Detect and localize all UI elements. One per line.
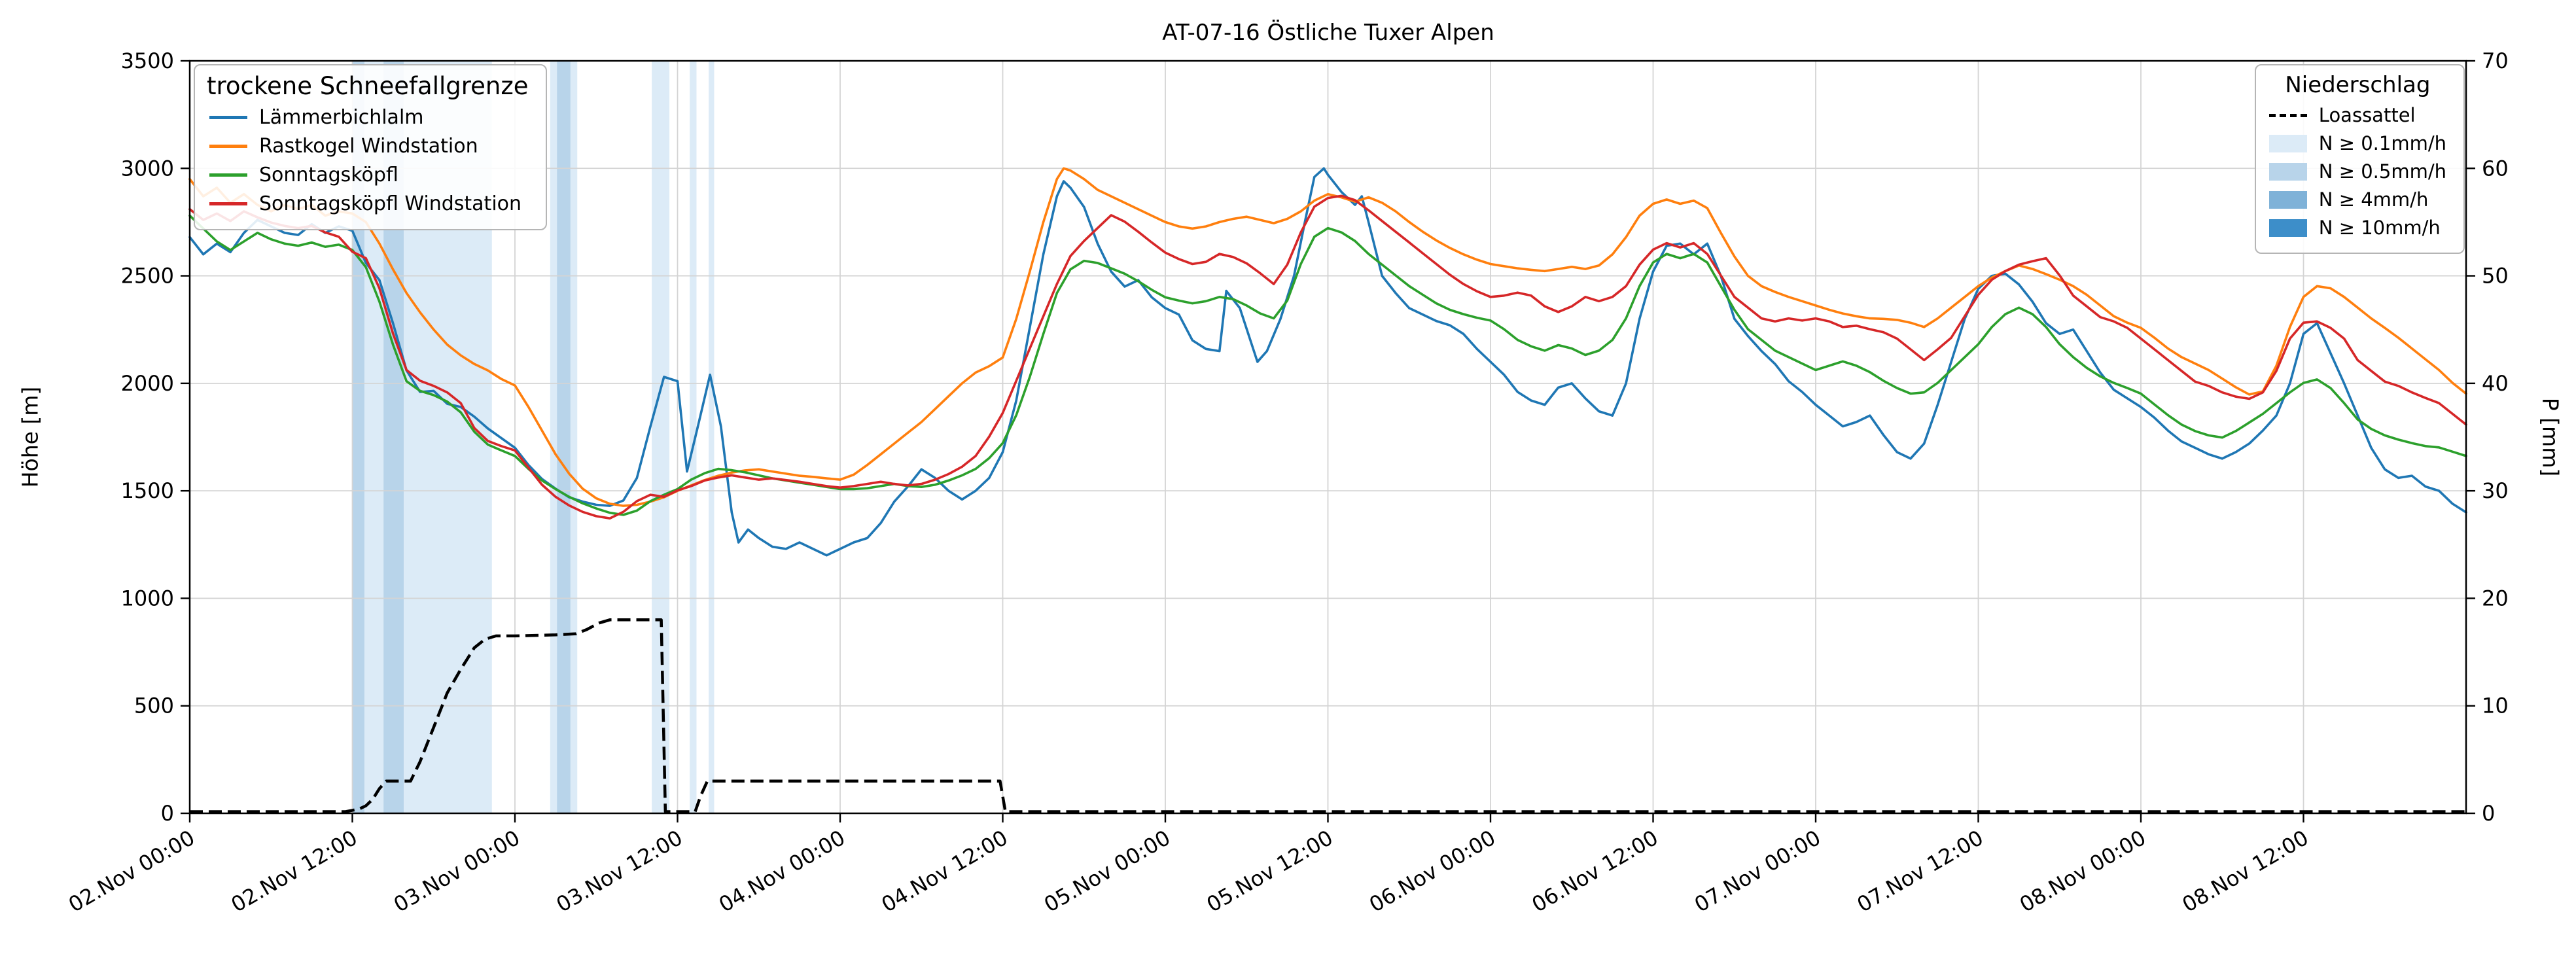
- precip-legend-entry: Loassattel: [2268, 104, 2446, 126]
- x-tick-label: 06.Nov 12:00: [1528, 825, 1663, 917]
- x-tick-label: 07.Nov 12:00: [1853, 825, 1988, 917]
- line-swatch: [209, 116, 247, 119]
- precip-legend-entry: N ≥ 10mm/h: [2268, 217, 2446, 239]
- precip-band: [690, 61, 697, 813]
- precip-band: [570, 61, 578, 813]
- snowline-legend-entry: Sonntagsköpfl: [209, 164, 526, 186]
- y-right-tick-label: 40: [2482, 371, 2509, 396]
- y-right-tick-label: 60: [2482, 156, 2509, 181]
- x-tick-label: 03.Nov 12:00: [552, 825, 687, 917]
- chart-title: AT-07-16 Östliche Tuxer Alpen: [1162, 20, 1494, 46]
- legend-entry-label: N ≥ 10mm/h: [2318, 217, 2441, 239]
- y-left-tick-label: 500: [134, 694, 174, 718]
- snowline-legend-title: trockene Schneefallgrenze: [207, 72, 529, 100]
- series-line: [188, 214, 2467, 516]
- x-tick-label: 05.Nov 00:00: [1040, 825, 1174, 917]
- y-right-tick-label: 50: [2482, 264, 2509, 289]
- dashed-line-swatch: [2268, 113, 2307, 117]
- legend-entry-label: N ≥ 0.1mm/h: [2318, 132, 2446, 154]
- y-right-tick-label: 0: [2482, 801, 2495, 826]
- x-tick-label: 03.Nov 00:00: [389, 825, 524, 917]
- precip-line: [190, 618, 2466, 813]
- precip-band: [709, 61, 715, 813]
- y-left-tick-label: 1000: [121, 586, 174, 610]
- line-swatch: [209, 173, 247, 177]
- y-axis-label-right: P [mm]: [2537, 397, 2564, 477]
- y-left-tick-label: 0: [161, 801, 174, 826]
- precip-legend: Niederschlag Loassattel N ≥ 0.1mm/h N ≥ 0.…: [2254, 64, 2465, 254]
- legend-entry-label: N ≥ 4mm/h: [2318, 188, 2429, 211]
- band-swatch: [2268, 219, 2307, 237]
- snowline-legend-entry: Lämmerbichlalm: [209, 106, 526, 129]
- band-swatch: [2268, 190, 2307, 209]
- series-line: [188, 194, 2467, 520]
- precip-legend-entry: N ≥ 4mm/h: [2268, 188, 2446, 211]
- band-swatch: [2268, 134, 2307, 152]
- y-right-tick-label: 10: [2482, 694, 2509, 718]
- y-left-tick-label: 1500: [121, 478, 174, 503]
- snowline-legend-entries: Lämmerbichlalm Rastkogel Windstation Sonnt…: [205, 106, 530, 215]
- x-tick-label: 02.Nov 00:00: [64, 825, 199, 917]
- y-right-tick-label: 20: [2482, 586, 2509, 610]
- legend-entry-label: Lämmerbichlalm: [259, 106, 424, 129]
- x-tick-label: 06.Nov 00:00: [1365, 825, 1500, 917]
- snowline-legend: trockene Schneefallgrenze Lämmerbichlalm…: [194, 64, 547, 230]
- precip-band: [550, 61, 557, 813]
- precip-band: [557, 61, 571, 813]
- legend-entry-label: Sonntagsköpfl Windstation: [259, 192, 522, 215]
- legend-entry-label: Loassattel: [2318, 104, 2416, 126]
- legend-entry-label: N ≥ 0.5mm/h: [2318, 160, 2446, 183]
- y-left-tick-label: 2000: [121, 371, 174, 396]
- legend-entry-label: Sonntagsköpfl: [259, 164, 398, 186]
- x-tick-label: 08.Nov 00:00: [2015, 825, 2150, 917]
- x-tick-label: 08.Nov 12:00: [2178, 825, 2313, 917]
- precip-legend-entry: N ≥ 0.1mm/h: [2268, 132, 2446, 154]
- precip-legend-entries: Loassattel N ≥ 0.1mm/h N ≥ 0.5mm/h N ≥ 4mm/…: [2265, 104, 2450, 239]
- precip-legend-entry: N ≥ 0.5mm/h: [2268, 160, 2446, 183]
- y-left-tick-label: 2500: [121, 264, 174, 289]
- x-tick-label: 04.Nov 00:00: [715, 825, 849, 917]
- line-swatch: [209, 202, 247, 205]
- x-tick-label: 07.Nov 00:00: [1690, 825, 1825, 917]
- x-tick-label: 04.Nov 12:00: [877, 825, 1012, 917]
- snowline-legend-entry: Rastkogel Windstation: [209, 135, 526, 158]
- x-tick-label: 02.Nov 12:00: [227, 825, 362, 917]
- series-line: [188, 167, 2467, 557]
- x-tick-label: 05.Nov 12:00: [1203, 825, 1337, 917]
- y-left-tick-label: 3500: [121, 48, 174, 73]
- y-left-tick-label: 3000: [121, 156, 174, 181]
- snowline-legend-entry: Sonntagsköpfl Windstation: [209, 192, 526, 215]
- precip-band: [652, 61, 670, 813]
- series-line: [188, 167, 2467, 507]
- line-swatch: [209, 145, 247, 148]
- y-right-tick-label: 30: [2482, 478, 2509, 503]
- y-axis-label-left: Höhe [m]: [17, 386, 43, 488]
- precip-band: [352, 61, 365, 813]
- legend-entry-label: Rastkogel Windstation: [259, 135, 478, 158]
- y-right-tick-label: 70: [2482, 48, 2509, 73]
- band-swatch: [2268, 162, 2307, 181]
- precip-legend-title: Niederschlag: [2285, 72, 2431, 98]
